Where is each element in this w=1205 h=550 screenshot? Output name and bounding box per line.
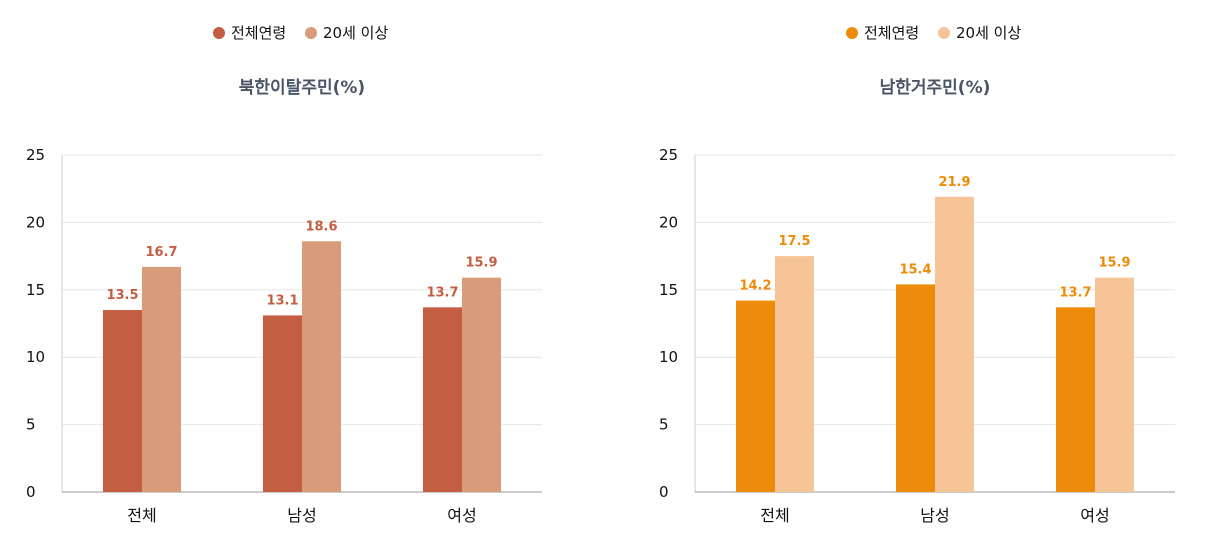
bar-1-1 <box>935 196 974 492</box>
legend: 전체연령 20세 이상 <box>846 24 1021 42</box>
legend-label-1: 20세 이상 <box>323 24 388 42</box>
legend-label-0: 전체연령 <box>864 24 919 42</box>
x-tick-label: 남성 <box>287 506 316 525</box>
legend-marker-1 <box>938 27 950 39</box>
data-label: 15.9 <box>465 256 497 271</box>
y-tick-label: 20 <box>659 213 678 231</box>
data-label: 18.6 <box>305 219 337 234</box>
legend-marker-0 <box>213 27 225 39</box>
bar-1-2 <box>462 277 501 492</box>
y-tick-label: 10 <box>659 348 678 366</box>
y-tick-label: 10 <box>26 348 45 366</box>
bar-1-0 <box>142 266 181 492</box>
data-label: 14.2 <box>739 279 771 294</box>
bar-1-0 <box>775 256 814 492</box>
data-label: 15.9 <box>1098 256 1130 271</box>
legend-label-1: 20세 이상 <box>956 24 1021 42</box>
y-tick-label: 5 <box>26 416 36 434</box>
y-tick-label: 25 <box>26 146 45 164</box>
data-label: 13.5 <box>106 288 138 303</box>
y-tick-label: 15 <box>659 281 678 299</box>
data-label: 13.1 <box>266 293 298 308</box>
bar-1-1 <box>302 241 341 492</box>
legend-marker-1 <box>305 27 317 39</box>
y-tick-label: 15 <box>26 281 45 299</box>
x-tick-label: 전체 <box>127 506 156 525</box>
chart-title: 남한거주민(%) <box>880 78 991 98</box>
data-label: 13.7 <box>1059 285 1091 300</box>
data-label: 17.5 <box>778 234 810 249</box>
bar-0-0 <box>103 310 142 492</box>
chart-title: 북한이탈주민(%) <box>239 77 365 98</box>
bar-0-2 <box>1056 307 1095 492</box>
bar-0-1 <box>263 315 302 492</box>
bar-0-2 <box>423 307 462 492</box>
legend-marker-0 <box>846 27 858 39</box>
bar-1-2 <box>1095 277 1134 492</box>
data-label: 15.4 <box>899 262 931 277</box>
y-tick-label: 0 <box>26 483 36 501</box>
y-tick-label: 5 <box>659 416 669 434</box>
x-tick-label: 남성 <box>920 506 949 525</box>
x-tick-label: 여성 <box>447 506 476 525</box>
x-tick-label: 여성 <box>1080 506 1109 525</box>
y-tick-label: 0 <box>659 483 669 501</box>
y-tick-label: 20 <box>26 213 45 231</box>
data-label: 16.7 <box>145 245 177 260</box>
y-tick-label: 25 <box>659 146 678 164</box>
legend-label-0: 전체연령 <box>231 24 286 42</box>
legend: 전체연령 20세 이상 <box>213 24 388 42</box>
data-label: 21.9 <box>938 175 970 190</box>
bar-0-0 <box>736 300 775 492</box>
bar-0-1 <box>896 284 935 492</box>
x-tick-label: 전체 <box>760 506 789 525</box>
data-label: 13.7 <box>426 285 458 300</box>
